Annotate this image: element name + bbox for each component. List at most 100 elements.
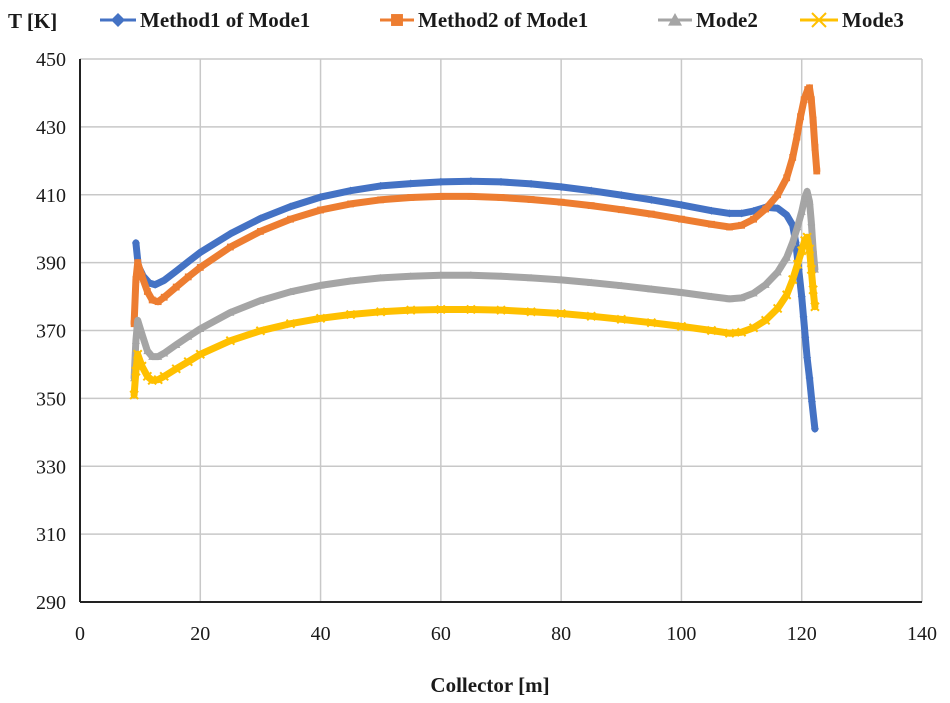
data-point <box>226 229 235 238</box>
data-point <box>810 424 819 433</box>
data-point <box>676 321 687 332</box>
series-line <box>130 84 821 328</box>
axes <box>79 59 922 603</box>
data-point <box>724 328 735 338</box>
y-tick-label: 450 <box>36 49 66 71</box>
data-point <box>286 287 295 296</box>
data-point <box>677 288 686 296</box>
data-point <box>148 352 157 360</box>
data-point <box>137 329 146 338</box>
data-point <box>317 206 324 214</box>
data-point <box>138 272 146 280</box>
data-point <box>527 273 536 282</box>
data-point <box>797 246 807 256</box>
series-method1-of-mode1 <box>131 177 819 433</box>
x-tick-label: 20 <box>190 623 210 645</box>
y-tick-label: 290 <box>36 592 66 614</box>
legend-item: Mode2 <box>658 8 758 32</box>
data-point <box>737 293 746 302</box>
data-point <box>773 268 782 276</box>
data-point <box>617 191 626 200</box>
data-point <box>668 13 682 26</box>
data-point <box>527 179 536 188</box>
data-point <box>748 323 759 333</box>
legend-item: Method1 of Mode1 <box>100 8 310 32</box>
data-point <box>762 205 770 213</box>
x-tick-label: 80 <box>551 623 571 645</box>
data-point <box>160 349 169 357</box>
data-point <box>171 364 181 374</box>
legend-label: Mode2 <box>696 8 758 32</box>
data-point <box>750 215 757 223</box>
series-line <box>130 187 819 382</box>
data-point <box>647 285 656 293</box>
data-point <box>774 191 782 199</box>
data-point <box>406 179 415 188</box>
y-tick-label: 350 <box>36 388 66 410</box>
data-point <box>134 259 142 267</box>
data-point <box>556 308 566 319</box>
data-point <box>131 238 140 247</box>
data-point <box>133 316 142 324</box>
data-point <box>347 200 355 208</box>
data-point <box>725 294 734 303</box>
data-point <box>617 281 626 289</box>
y-tick-label: 430 <box>36 117 66 139</box>
data-point <box>793 222 802 231</box>
data-point <box>792 259 803 270</box>
data-point <box>160 293 168 301</box>
data-point <box>805 197 814 205</box>
data-point <box>255 326 266 336</box>
data-point <box>391 14 403 26</box>
data-point <box>316 193 325 202</box>
data-point <box>800 194 809 202</box>
data-point <box>497 194 505 201</box>
data-point <box>807 96 815 104</box>
data-point <box>406 305 416 315</box>
data-point <box>773 204 782 213</box>
data-point <box>810 302 820 312</box>
data-point <box>315 313 326 323</box>
data-point <box>143 288 151 295</box>
data-point <box>787 274 798 285</box>
data-point <box>172 267 181 276</box>
data-point <box>725 209 734 218</box>
data-point <box>526 307 536 317</box>
data-point <box>647 195 656 204</box>
data-point <box>807 397 816 406</box>
data-point <box>437 193 445 200</box>
data-point <box>143 346 152 355</box>
data-point <box>617 206 625 214</box>
legend-label: Method1 of Mode1 <box>140 8 310 32</box>
data-point <box>801 333 810 342</box>
data-point <box>497 177 505 186</box>
x-axis-label: Collector [m] <box>430 673 549 697</box>
x-tick-label: 140 <box>907 623 937 645</box>
data-point <box>616 314 626 325</box>
data-point <box>376 181 385 190</box>
data-point <box>804 244 815 254</box>
data-point <box>782 253 791 261</box>
data-point <box>406 272 415 280</box>
data-point <box>677 200 686 209</box>
data-point <box>803 187 812 195</box>
data-point <box>647 210 655 218</box>
data-point <box>781 290 792 300</box>
data-point <box>226 243 234 251</box>
legend-item: Mode3 <box>800 8 904 32</box>
legend: Method1 of Mode1 Method2 of Mode1 Mode2 Mod… <box>100 8 904 32</box>
data-point <box>803 353 812 362</box>
data-point <box>407 194 415 201</box>
data-point <box>137 361 147 371</box>
data-point <box>809 116 817 124</box>
x-tick-label: 40 <box>311 623 331 645</box>
data-point <box>436 271 445 279</box>
data-point <box>782 211 791 220</box>
data-point <box>183 357 193 367</box>
data-point <box>806 84 813 92</box>
data-point <box>153 375 163 385</box>
y-tick-label: 310 <box>36 524 66 546</box>
y-tick-label: 330 <box>36 456 66 478</box>
data-point <box>496 305 506 315</box>
